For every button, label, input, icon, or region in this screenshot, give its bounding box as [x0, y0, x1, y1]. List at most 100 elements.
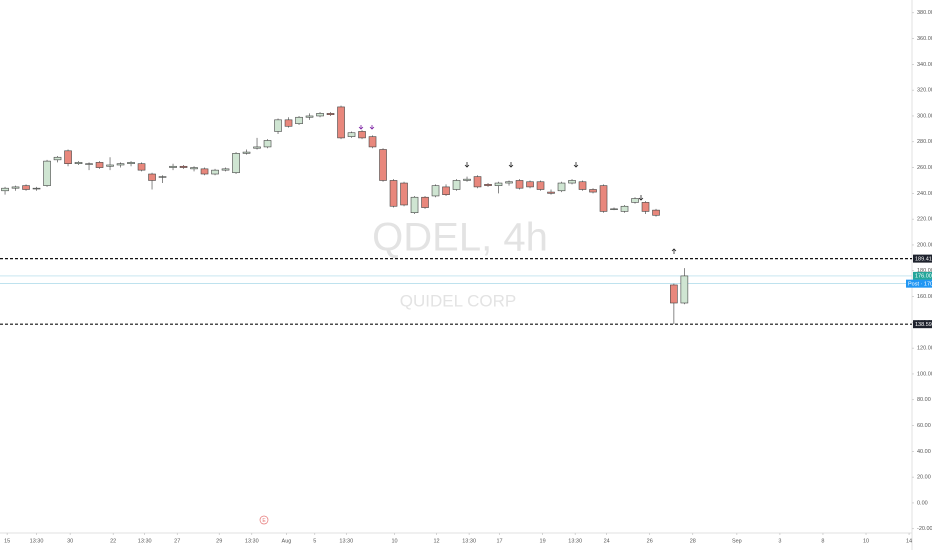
candle-body: [148, 173, 156, 181]
price-badge: [913, 271, 932, 280]
earnings-circle: [259, 515, 269, 525]
arrow: [638, 195, 644, 201]
candle-body: [106, 164, 114, 167]
candle-body: [337, 106, 345, 139]
watermark-symbol: QDEL, 4h: [372, 216, 548, 260]
candle-body: [452, 180, 461, 190]
candle-body: [253, 146, 261, 149]
y-tick-label: -20.00: [917, 526, 932, 532]
candle-body: [379, 149, 387, 181]
candle-body: [1, 187, 9, 192]
y-tick-label: 0.00: [917, 500, 928, 506]
x-tick-label: 13:30: [462, 538, 476, 544]
y-tick-label: 360.00: [917, 36, 932, 42]
candle-body: [85, 163, 93, 165]
candle-body: [473, 176, 482, 188]
candle-body: [74, 162, 83, 164]
x-tick-label: 28: [690, 538, 696, 544]
candle-body: [568, 180, 576, 184]
candle-body: [284, 119, 293, 127]
x-tick-label: 13:30: [30, 538, 44, 544]
arrow: [358, 125, 364, 130]
candle-body: [505, 181, 513, 184]
candle-body: [158, 176, 167, 178]
event-arrows: [358, 125, 677, 254]
y-tick-label: 120.00: [917, 346, 932, 352]
y-tick-label: 40.00: [917, 449, 931, 455]
candle-body: [32, 187, 41, 190]
candle-body: [400, 182, 408, 206]
y-tick-label: 260.00: [917, 165, 932, 171]
candle-body: [295, 116, 303, 125]
x-tick-label: 26: [647, 538, 653, 544]
candle-body: [221, 168, 230, 171]
candle-body: [547, 191, 555, 194]
price-badge-label: 176.00: [915, 274, 932, 280]
candle-body: [463, 178, 471, 181]
candle-body: [316, 113, 324, 117]
arrow: [671, 248, 677, 254]
candle-body: [305, 115, 314, 118]
candle-body: [526, 181, 534, 188]
x-tick-label: 5: [313, 538, 316, 544]
candle-body: [631, 198, 639, 203]
y-tick-label: 380.00: [917, 10, 932, 16]
x-tick-label: 8: [821, 538, 824, 544]
candle-body: [431, 185, 440, 197]
candle-body: [670, 284, 678, 304]
price-badge-label: 189.41: [915, 256, 932, 262]
candle-body: [211, 169, 219, 175]
candle-body: [263, 140, 272, 148]
candle-body: [484, 184, 492, 186]
candle-body: [347, 132, 356, 137]
arrow: [508, 162, 514, 168]
candle-body: [64, 150, 72, 164]
x-tick-label: 13:30: [245, 538, 259, 544]
candle-body: [421, 196, 429, 208]
candle-body: [515, 180, 524, 189]
candle-body: [652, 209, 660, 216]
y-tick-label: 320.00: [917, 88, 932, 94]
candle-body: [589, 189, 597, 193]
y-tick-label: 280.00: [917, 139, 932, 145]
candle-body: [536, 181, 545, 190]
candle-body: [680, 275, 689, 304]
arrow: [464, 162, 470, 168]
candle-body: [610, 208, 618, 210]
price-badge-label: Post · 170.00: [908, 281, 932, 287]
y-tick-label: 200.00: [917, 242, 932, 248]
candle-body: [190, 167, 198, 170]
candle-body: [620, 205, 629, 212]
x-tick-label: 3: [778, 538, 781, 544]
y-tick-label: 220.00: [917, 217, 932, 223]
y-tick-label: 100.00: [917, 371, 932, 377]
watermark: QDEL, 4h QUIDEL CORP: [372, 216, 548, 311]
y-tick-label: 20.00: [917, 475, 931, 481]
candle-body: [274, 119, 282, 132]
candle-body: [95, 162, 104, 168]
y-tick-label: 80.00: [917, 397, 931, 403]
candle-body: [358, 131, 366, 139]
candle-body: [127, 162, 135, 164]
candle-body: [326, 113, 335, 115]
x-tick-label: 22: [110, 538, 116, 544]
candle-body: [242, 151, 251, 154]
x-tick-label: Sep: [732, 538, 742, 544]
x-tick-label: 10: [392, 538, 398, 544]
y-tick-label: 180.00: [917, 268, 932, 274]
y-tick-label: 340.00: [917, 62, 932, 68]
y-tick-label: 60.00: [917, 423, 931, 429]
candle-body: [11, 186, 20, 189]
arrow: [573, 162, 579, 168]
candle-body: [442, 186, 450, 195]
candle-body: [116, 163, 125, 166]
candle-body: [169, 165, 177, 168]
candle-body: [22, 185, 30, 190]
x-tick-label: 30: [67, 538, 73, 544]
x-tick-label: 27: [174, 538, 180, 544]
x-tick-label: 17: [497, 538, 503, 544]
x-tick-label: 12: [434, 538, 440, 544]
candle-body: [641, 202, 650, 212]
